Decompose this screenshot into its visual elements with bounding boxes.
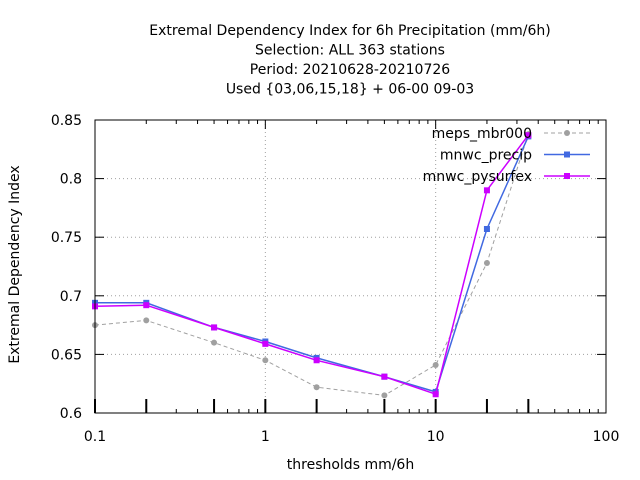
data-point: [525, 132, 532, 139]
legend-marker: [564, 130, 570, 136]
data-point: [211, 324, 218, 331]
y-tick-label: 0.65: [51, 347, 82, 363]
data-point: [483, 259, 490, 266]
legend-label: meps_mbr000: [432, 126, 532, 142]
plot-frame: [94, 119, 607, 414]
data-point: [313, 357, 320, 364]
legend-label: mnwc_precip: [440, 148, 532, 164]
data-point: [313, 384, 320, 391]
chart-title-line: Selection: ALL 363 stations: [255, 43, 445, 59]
y-tick-labels: 0.6 0.65 0.7 0.75 0.8 0.85: [51, 113, 82, 422]
chart-title: Extremal Dependency Index for 6h Precipi…: [149, 23, 550, 98]
data-point: [262, 340, 269, 347]
data-point: [211, 339, 218, 346]
y-tick-label: 0.6: [60, 406, 82, 422]
data-point: [143, 317, 150, 324]
x-tick-labels: 0.1 1 10 100: [84, 429, 620, 445]
y-axis-label: Extremal Dependency Index: [7, 165, 23, 363]
x-tick-label: 100: [593, 429, 620, 445]
data-point: [381, 373, 388, 380]
threshold-marks: [94, 399, 530, 413]
y-tick-label: 0.7: [60, 289, 82, 305]
x-tick-label: 10: [427, 429, 445, 445]
chart-title-line: Extremal Dependency Index for 6h Precipi…: [149, 23, 550, 39]
data-point: [483, 225, 490, 232]
data-point: [262, 357, 269, 364]
chart-title-line: Period: 20210628-20210726: [250, 62, 450, 78]
legend: meps_mbr000 mnwc_precip mnwc_pysurfex: [423, 126, 590, 185]
chart-title-line: Used {03,06,15,18} + 06-00 09-03: [226, 82, 474, 98]
series: [92, 131, 532, 399]
legend-marker: [564, 173, 570, 179]
y-tick-label: 0.75: [51, 230, 82, 246]
data-point: [143, 302, 150, 309]
data-point: [381, 392, 388, 399]
x-tick-label: 0.1: [84, 429, 106, 445]
x-axis-label: thresholds mm/6h: [287, 457, 414, 473]
data-point: [483, 187, 490, 194]
legend-marker: [564, 151, 570, 158]
y-tick-label: 0.8: [60, 172, 82, 188]
data-point: [432, 361, 439, 368]
data-point: [432, 391, 439, 398]
legend-label: mnwc_pysurfex: [423, 169, 532, 185]
y-tick-label: 0.85: [51, 113, 82, 129]
x-tick-label: 1: [261, 429, 270, 445]
